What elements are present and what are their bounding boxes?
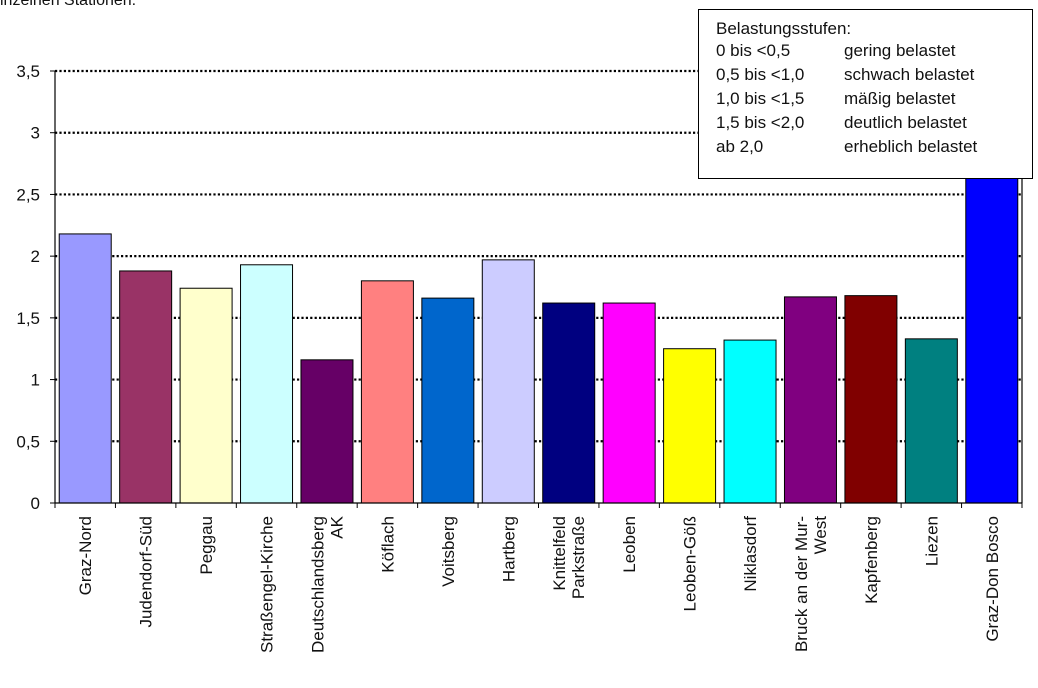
legend-range: 0 bis <0,5 <box>716 41 791 60</box>
bar <box>783 296 837 504</box>
x-tick-label: Niklasdorf <box>741 516 760 592</box>
y-tick-label: 3,5 <box>16 62 40 81</box>
x-tick-label: Straßengel-Kirche <box>258 516 277 653</box>
y-tick-label: 1,5 <box>16 309 40 328</box>
x-tick-label: Peggau <box>197 516 216 575</box>
bar <box>119 270 173 504</box>
x-tick-label: AK <box>327 515 346 538</box>
x-tick-label: Köflach <box>378 516 397 573</box>
x-tick-label: Knittelfeld <box>550 516 569 591</box>
y-tick-label: 0 <box>31 494 40 513</box>
legend-range: ab 2,0 <box>716 137 764 156</box>
bar <box>240 264 294 504</box>
legend-label: erheblich belastet <box>844 137 978 156</box>
legend-label: mäßig belastet <box>844 89 956 108</box>
x-tick-label: Judendorf-Süd <box>137 516 156 628</box>
y-tick-label: 3 <box>31 124 40 143</box>
y-tick-label: 1 <box>31 371 40 390</box>
legend-range: 0,5 bis <1,0 <box>716 65 805 84</box>
bar <box>602 302 656 504</box>
bar <box>300 359 354 504</box>
legend-box: Belastungsstufen: 0 bis <0,5 gering bela… <box>698 9 1033 179</box>
bar <box>421 297 475 504</box>
y-tick-label: 0,5 <box>16 432 40 451</box>
bar <box>844 295 898 504</box>
x-tick-label: Graz-Don Bosco <box>983 516 1002 642</box>
x-tick-label: Kapfenberg <box>862 516 881 604</box>
y-tick-label: 2,5 <box>16 185 40 204</box>
bar <box>481 259 535 504</box>
legend-label: schwach belastet <box>844 65 975 84</box>
x-tick-label: West <box>811 516 830 555</box>
bar <box>58 233 112 504</box>
x-tick-label: Leoben-Göß <box>681 516 700 611</box>
legend-label: gering belastet <box>844 41 956 60</box>
bar <box>179 287 233 504</box>
x-tick-label: Leoben <box>620 516 639 573</box>
x-tick-label: Bruck an der Mur- <box>792 516 811 652</box>
x-tick-label: Voitsberg <box>439 516 458 587</box>
x-tick-label: Graz-Nord <box>76 516 95 595</box>
bar <box>542 302 596 504</box>
x-tick-label: Hartberg <box>499 516 518 582</box>
chart-caption: inzelnen Stationen: <box>0 0 137 9</box>
bar <box>663 348 717 504</box>
x-tick-label: Parkstraße <box>569 516 588 599</box>
y-tick-label: 2 <box>31 247 40 266</box>
legend-range: 1,0 bis <1,5 <box>716 89 805 108</box>
bar <box>904 338 958 504</box>
legend-title: Belastungsstufen: <box>716 19 852 38</box>
bar <box>360 280 414 504</box>
bar <box>723 339 777 504</box>
legend-label: deutlich belastet <box>844 113 967 132</box>
x-tick-label: Liezen <box>922 516 941 566</box>
x-tick-label: Deutschlandsberg <box>308 516 327 653</box>
legend-range: 1,5 bis <2,0 <box>716 113 805 132</box>
